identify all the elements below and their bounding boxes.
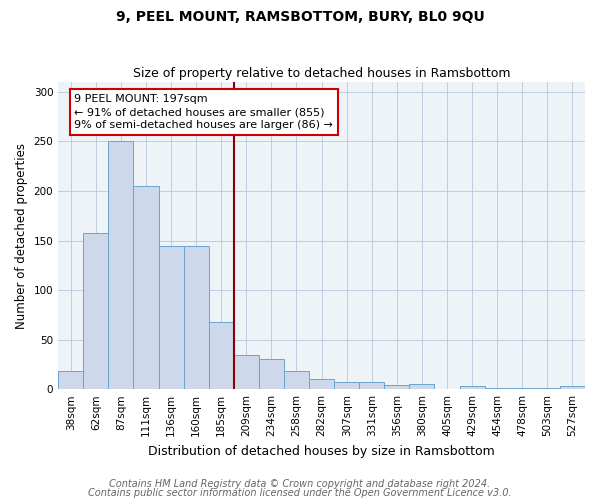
Bar [359,382,385,389]
Bar [184,246,209,389]
Y-axis label: Number of detached properties: Number of detached properties [15,142,28,328]
Bar [284,372,309,389]
Text: 9 PEEL MOUNT: 197sqm
← 91% of detached houses are smaller (855)
9% of semi-detac: 9 PEEL MOUNT: 197sqm ← 91% of detached h… [74,94,334,130]
Text: Contains public sector information licensed under the Open Government Licence v3: Contains public sector information licen… [88,488,512,498]
Text: 9, PEEL MOUNT, RAMSBOTTOM, BURY, BL0 9QU: 9, PEEL MOUNT, RAMSBOTTOM, BURY, BL0 9QU [116,10,484,24]
Bar [259,360,284,389]
Bar [234,354,259,389]
Bar [109,142,133,389]
Bar [460,386,485,389]
Bar [309,380,334,389]
Bar [83,232,109,389]
Text: Contains HM Land Registry data © Crown copyright and database right 2024.: Contains HM Land Registry data © Crown c… [109,479,491,489]
Bar [209,322,234,389]
Bar [385,385,409,389]
Title: Size of property relative to detached houses in Ramsbottom: Size of property relative to detached ho… [133,66,511,80]
Bar [334,382,359,389]
Bar [560,386,585,389]
Bar [58,372,83,389]
Bar [158,246,184,389]
Bar [485,388,510,389]
Bar [409,384,434,389]
Bar [510,388,535,389]
X-axis label: Distribution of detached houses by size in Ramsbottom: Distribution of detached houses by size … [148,444,495,458]
Bar [133,186,158,389]
Bar [535,388,560,389]
